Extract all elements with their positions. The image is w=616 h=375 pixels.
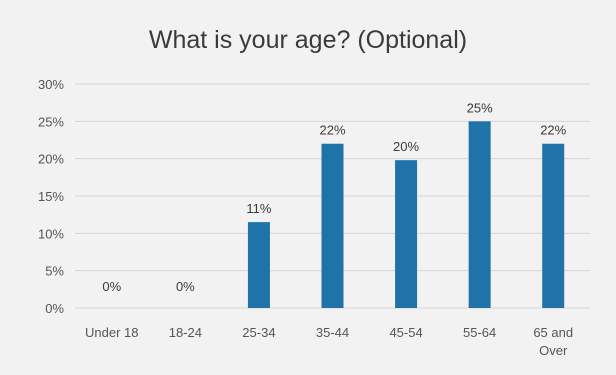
x-tick-label: 45-54 [389, 325, 422, 340]
data-label: 22% [540, 123, 566, 138]
x-tick-label: 55-64 [463, 325, 496, 340]
data-label: 25% [467, 100, 493, 115]
bar [321, 143, 344, 308]
x-tick-label: 35-44 [316, 325, 349, 340]
x-tick-label: 65 and Over [533, 325, 573, 358]
x-tick-label: Under 18 [85, 325, 138, 340]
x-tick-label: 25-34 [242, 325, 275, 340]
bar [542, 143, 565, 308]
bar [468, 121, 491, 308]
y-tick-label: 25% [38, 114, 64, 129]
bar [247, 222, 270, 308]
y-tick-label: 30% [38, 77, 64, 92]
y-tick-label: 20% [38, 152, 64, 167]
data-label: 0% [176, 279, 195, 294]
data-label: 22% [319, 123, 345, 138]
y-tick-label: 10% [38, 226, 64, 241]
y-tick-label: 5% [45, 264, 64, 279]
y-tick-label: 0% [45, 301, 64, 316]
y-tick-label: 15% [38, 189, 64, 204]
chart-title: What is your age? (Optional) [148, 26, 468, 54]
data-label: 0% [102, 279, 121, 294]
data-label: 11% [246, 201, 271, 216]
x-tick-label: 18-24 [169, 325, 202, 340]
bar [395, 160, 418, 308]
data-label: 20% [393, 139, 419, 154]
